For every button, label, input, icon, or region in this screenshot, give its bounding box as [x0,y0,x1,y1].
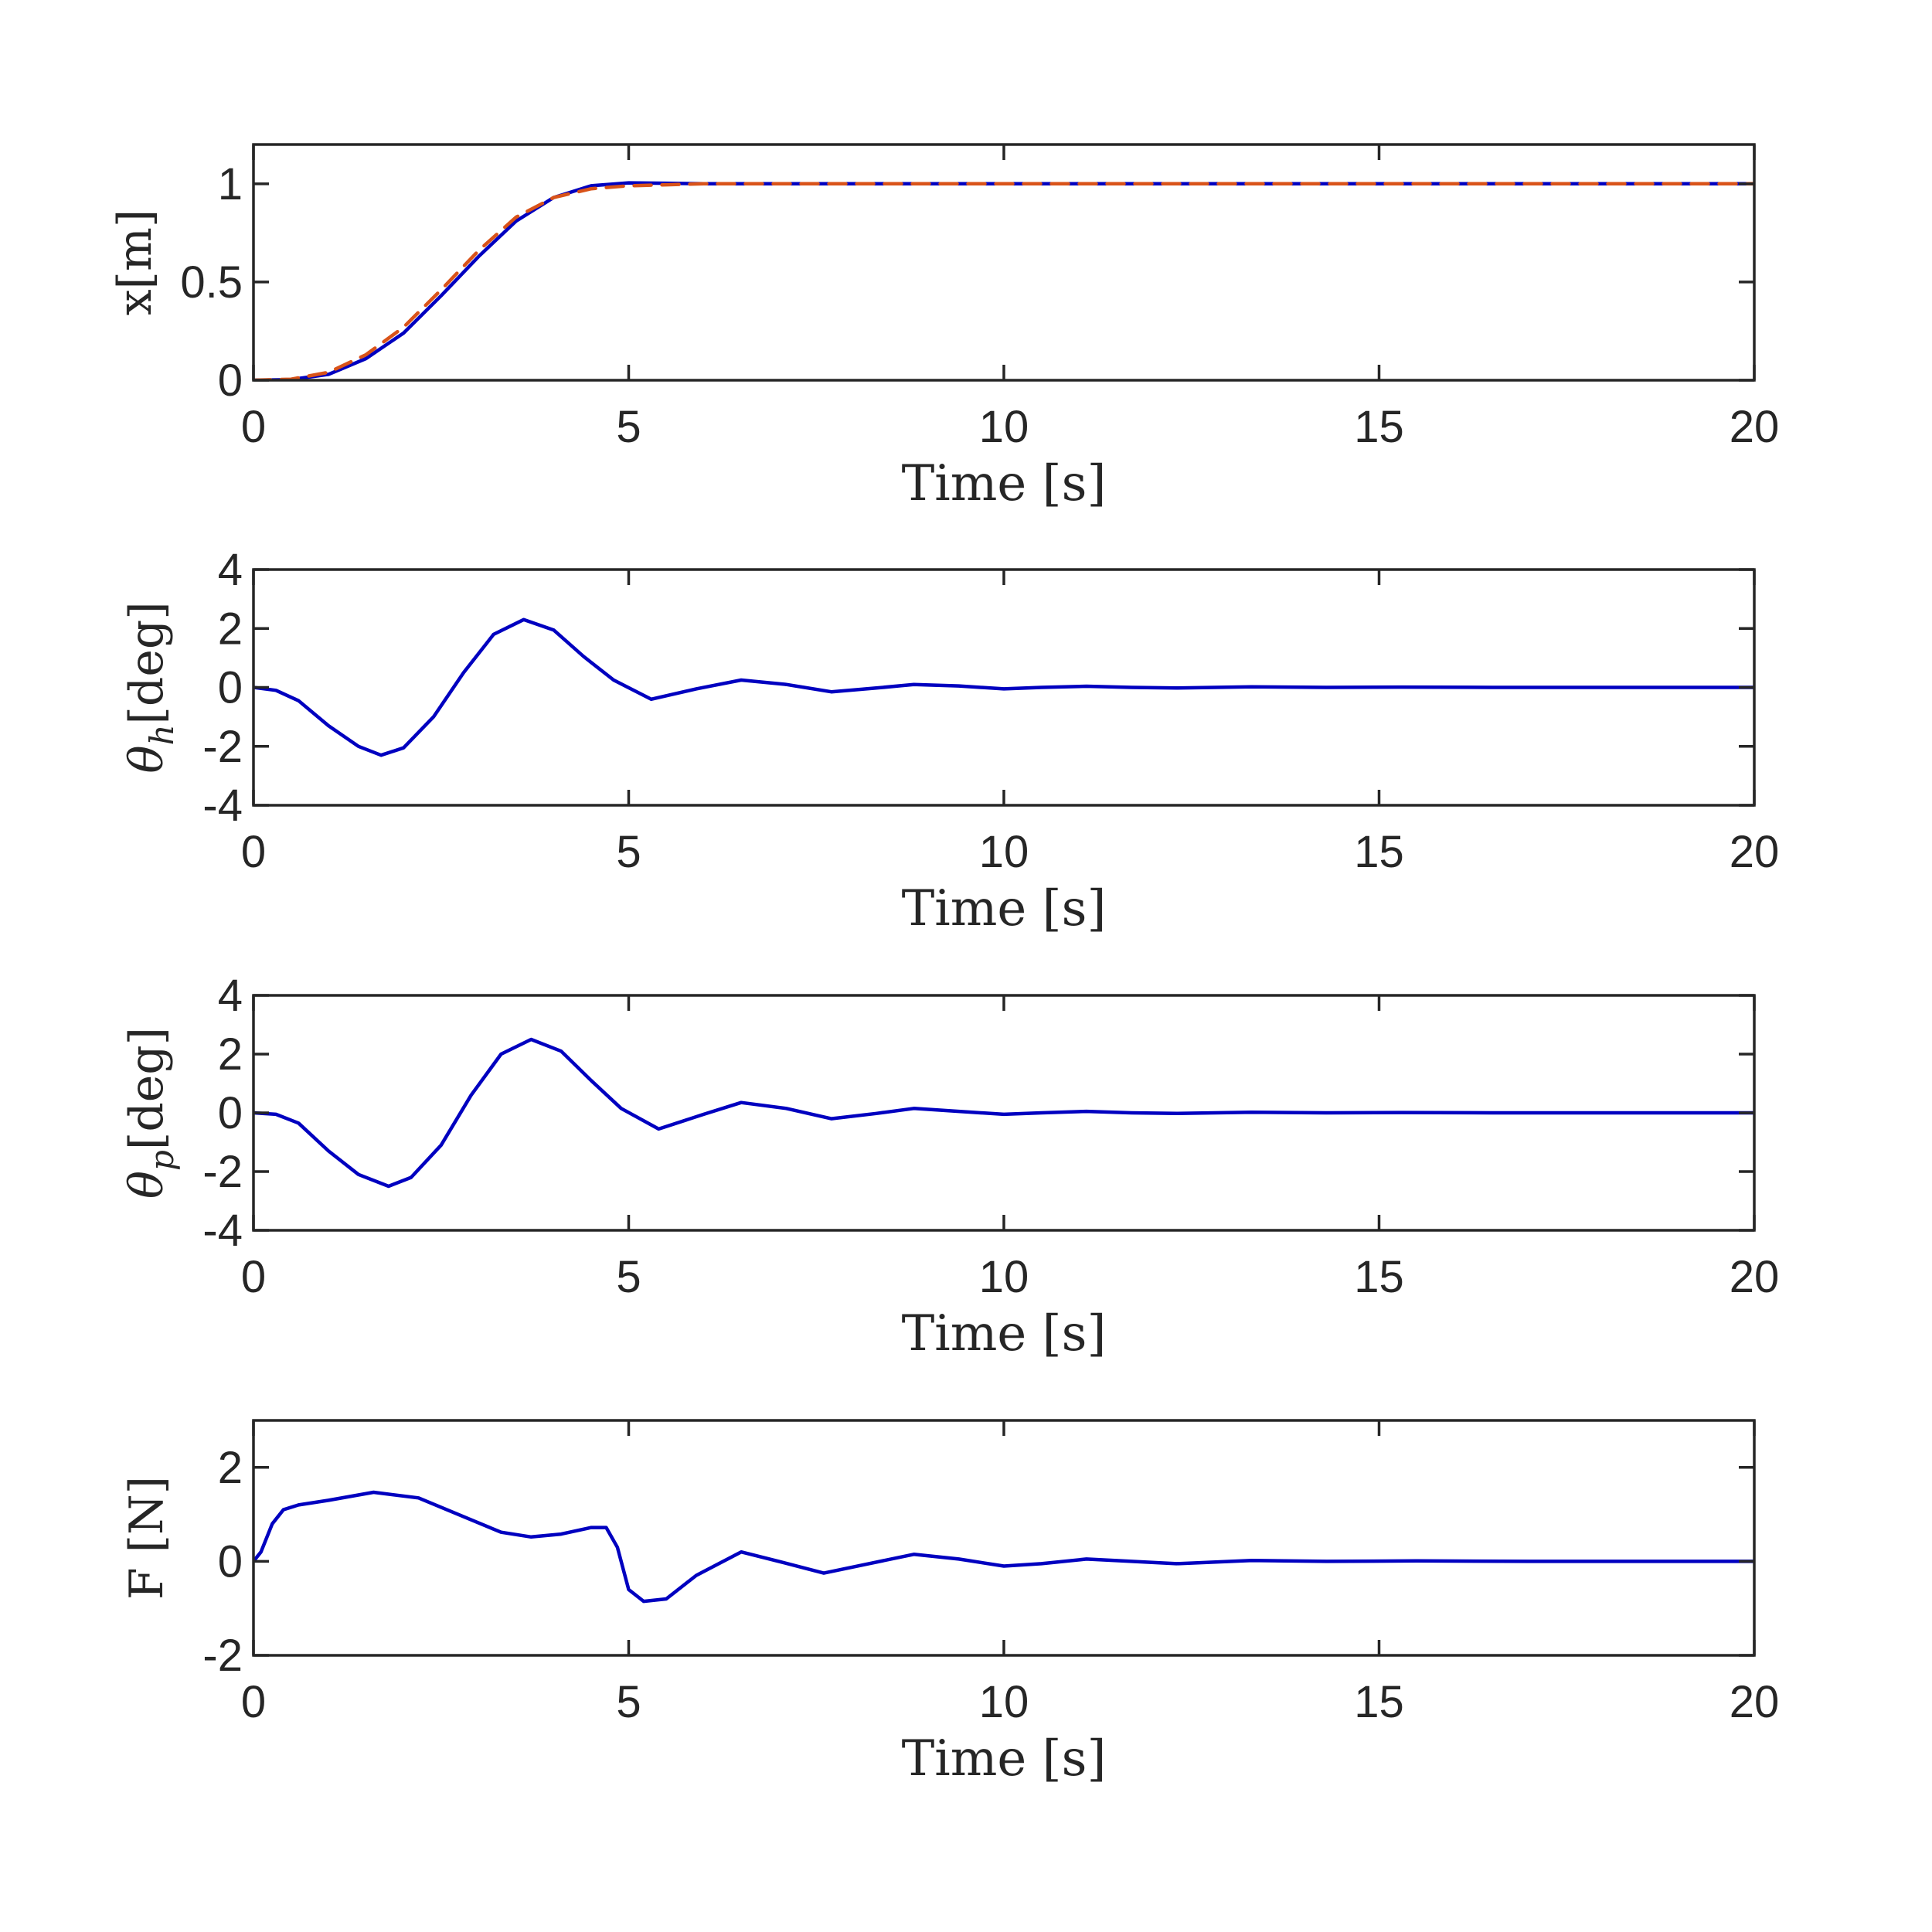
x-tick-label: 20 [1730,1252,1780,1302]
x-tick-label: 5 [616,402,641,452]
series-line [253,181,1754,380]
y-tick-label: 1 [218,159,243,209]
axes-box [252,143,1756,382]
series-line [253,1490,1754,1604]
x-tick-label: 20 [1730,827,1780,877]
x-tick-label: 15 [1354,402,1404,452]
y-label-symbol: θ [120,746,174,774]
y-tick-label: 0 [218,663,243,713]
x-axis-label: Time [s] [902,880,1107,937]
y-tick-label: -4 [202,1206,243,1256]
panel-position-x: 0 5 10 15 20 0 0.5 1 Time [s] x[m] [108,143,1780,512]
y-tick-label: 0 [218,1088,243,1138]
x-tick-label: 0 [241,1677,266,1727]
y-tick-label: 4 [218,971,243,1021]
y-label-symbol: θ [120,1171,174,1199]
x-tick-label: 15 [1354,827,1404,877]
y-tick-label: -4 [202,781,243,831]
x-axis-label: Time [s] [902,455,1107,512]
x-tick-label: 0 [241,827,266,877]
y-axis-label: x[m] [108,209,162,316]
x-axis-label: Time [s] [902,1730,1107,1787]
x-tick-label: 10 [979,1252,1029,1302]
y-tick-label: 2 [218,1029,243,1080]
x-tick-label: 10 [979,827,1029,877]
y-axis-label: θp[deg] [120,1027,181,1199]
y-label-subscript: p [143,1150,181,1171]
series-line [253,617,1754,757]
y-tick-label: 0.5 [180,257,243,308]
x-tick-label: 20 [1730,402,1780,452]
y-axis-label: θh[deg] [120,601,181,773]
y-axis-label: F [N] [120,1476,174,1600]
series-reference-line [253,182,1754,380]
y-tick-label: -2 [202,1147,243,1197]
x-tick-label: 5 [616,827,641,877]
y-tick-label: 2 [218,604,243,654]
y-tick-label: 0 [218,1536,243,1587]
y-tick-label: 0 [218,355,243,406]
x-tick-label: 10 [979,1677,1029,1727]
panel-theta-p: 0 5 10 15 20 -4 -2 0 2 4 Time [s] θp[deg] [120,971,1779,1362]
series-line [253,1037,1754,1189]
y-label-subscript: h [143,724,181,745]
x-tick-label: 15 [1354,1252,1404,1302]
y-tick-label: 2 [218,1443,243,1493]
y-tick-label: -2 [202,722,243,772]
x-tick-label: 0 [241,1252,266,1302]
y-tick-label: -2 [202,1631,243,1681]
x-axis-label: Time [s] [902,1305,1107,1362]
x-tick-label: 0 [241,402,266,452]
y-label-unit: [deg] [120,1027,174,1150]
axes-box [252,1419,1756,1657]
x-tick-label: 15 [1354,1677,1404,1727]
y-tick-label: 4 [218,545,243,595]
x-tick-label: 5 [616,1677,641,1727]
x-tick-label: 20 [1730,1677,1780,1727]
panel-theta-h: 0 5 10 15 20 -4 -2 0 2 4 Time [s] θh[deg] [120,545,1779,937]
x-tick-label: 5 [616,1252,641,1302]
x-tick-label: 10 [979,402,1029,452]
y-label-unit: [deg] [120,601,174,724]
